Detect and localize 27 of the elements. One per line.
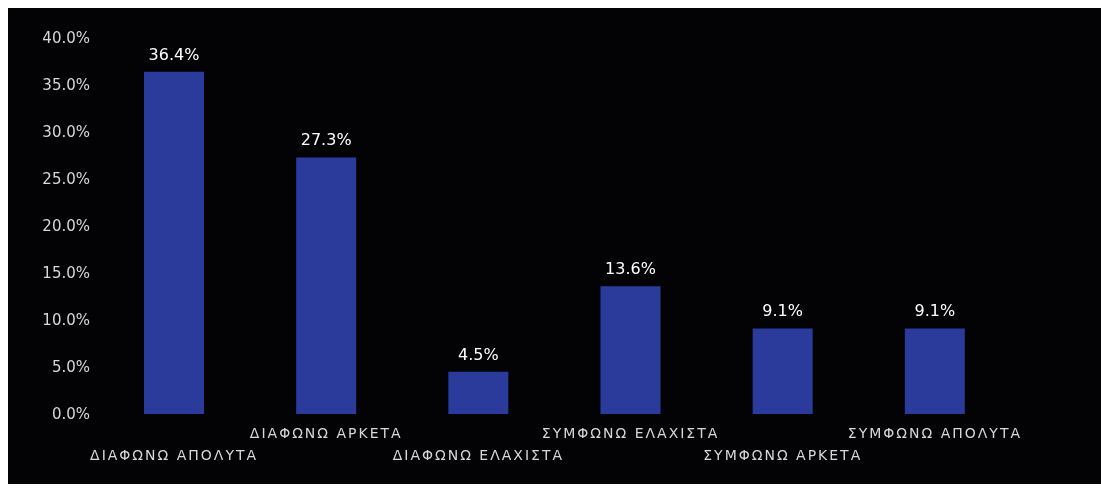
bar xyxy=(904,328,965,414)
data-label: 27.3% xyxy=(300,130,352,150)
bar xyxy=(448,371,509,414)
y-tick-label: 0.0% xyxy=(51,405,90,424)
x-tick-label: ΣΥΜΦΩΝΩ ΑΡΚΕΤΑ xyxy=(703,447,863,463)
y-tick-label: 20.0% xyxy=(42,217,90,236)
data-label: 9.1% xyxy=(914,301,956,321)
y-tick-label: 25.0% xyxy=(42,170,90,189)
x-tick-label: ΣΥΜΦΩΝΩ ΕΛΑΧΙΣΤΑ xyxy=(541,425,720,441)
x-tick-label: ΔΙΑΦΩΝΩ ΑΠΟΛΥΤΑ xyxy=(90,447,259,463)
bar xyxy=(600,286,661,414)
y-tick-label: 40.0% xyxy=(42,29,90,48)
y-tick-label: 5.0% xyxy=(51,358,90,377)
bar xyxy=(752,328,813,414)
data-label: 13.6% xyxy=(605,259,656,279)
data-label: 4.5% xyxy=(458,344,499,364)
x-tick-label: ΔΙΑΦΩΝΩ ΑΡΚΕΤΑ xyxy=(249,425,403,441)
bar xyxy=(296,157,357,414)
data-label: 9.1% xyxy=(762,301,803,321)
bar xyxy=(144,71,204,414)
y-tick-label: 10.0% xyxy=(42,311,90,330)
data-label: 36.4% xyxy=(148,44,200,64)
y-tick-label: 15.0% xyxy=(42,264,90,283)
y-tick-label: 30.0% xyxy=(42,123,90,142)
x-tick-label: ΣΥΜΦΩΝΩ ΑΠΟΛΥΤΑ xyxy=(847,425,1023,441)
y-tick-label: 35.0% xyxy=(42,76,90,95)
x-tick-label: ΔΙΑΦΩΝΩ ΕΛΑΧΙΣΤΑ xyxy=(392,447,565,463)
